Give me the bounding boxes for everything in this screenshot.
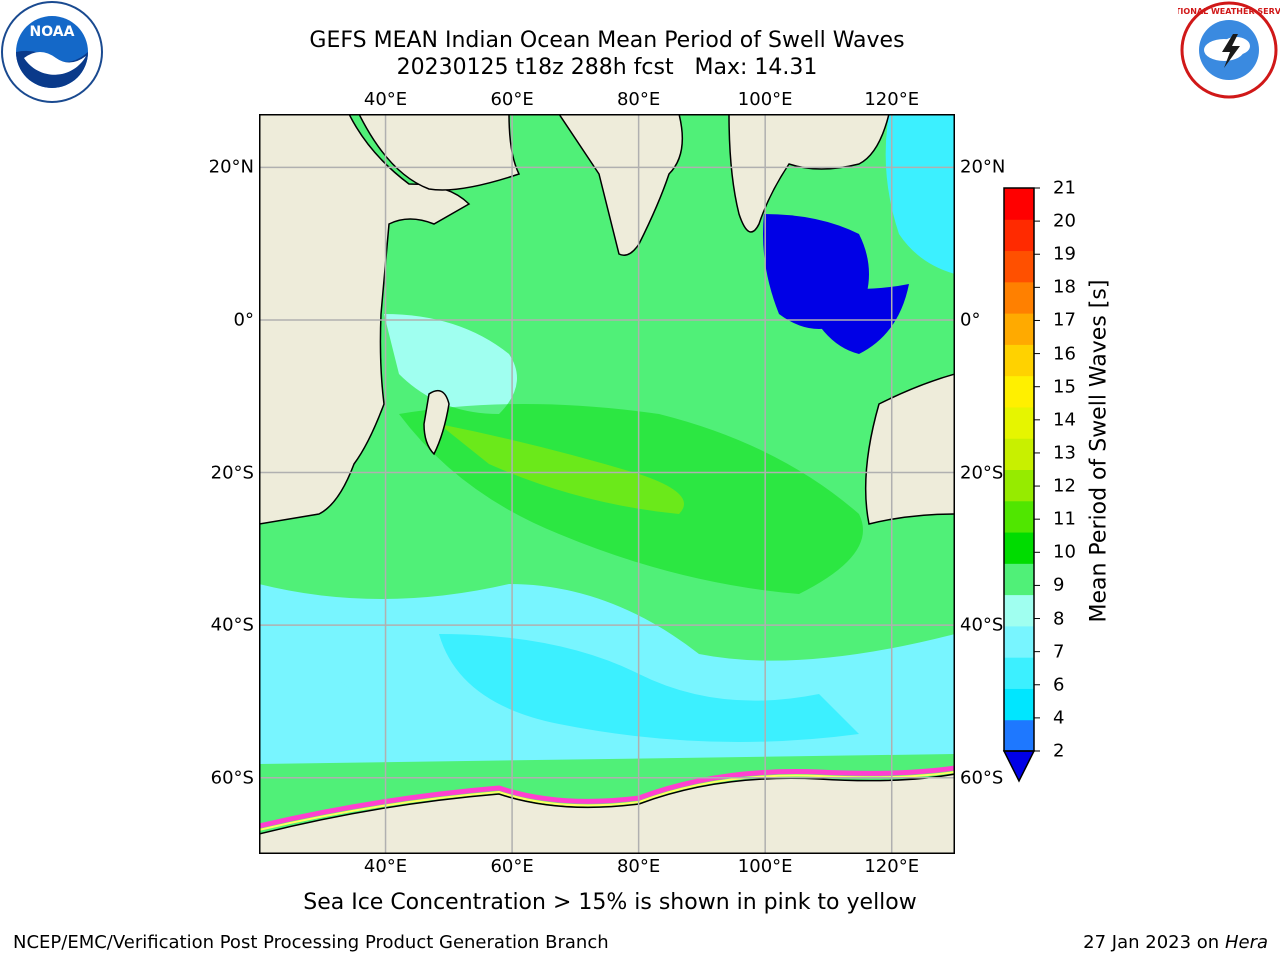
colorbar-label: 8 <box>1053 608 1065 630</box>
swell-cyan-pacific <box>885 115 954 274</box>
lat-tick-left: 60°S <box>210 767 254 789</box>
swell-blue-java <box>799 284 909 354</box>
colorbar-swatch <box>1004 438 1034 470</box>
land-madagascar <box>423 389 450 456</box>
colorbar-swatch <box>1004 532 1034 564</box>
lat-tick-right: 20°N <box>960 156 1006 178</box>
lon-tick-top: 60°E <box>490 89 534 110</box>
colorbar-label: 21 <box>1053 177 1076 199</box>
colorbar-label: 16 <box>1053 343 1076 365</box>
lat-tick-right: 40°S <box>960 614 1004 636</box>
colorbar-label: 20 <box>1053 210 1076 232</box>
swell-period-map <box>259 114 955 854</box>
map-title: GEFS MEAN Indian Ocean Mean Period of Sw… <box>309 28 905 53</box>
colorbar-label: 10 <box>1053 541 1076 563</box>
colorbar-label: 9 <box>1053 574 1065 596</box>
graticule <box>260 115 954 853</box>
footer-credit: NCEP/EMC/Verification Post Processing Pr… <box>13 932 609 953</box>
colorbar-swatch <box>1004 250 1034 283</box>
colorbar-swatch <box>1004 219 1034 252</box>
colorbar-swatch <box>1004 469 1034 502</box>
swell-band-cyan-west <box>260 634 379 728</box>
colorbar-label: 13 <box>1053 442 1076 464</box>
lon-tick-bottom: 120°E <box>864 856 920 877</box>
nws-logo-text: NATIONAL WEATHER SERVICE <box>1178 7 1280 16</box>
swell-band-cyan-dark <box>439 634 859 742</box>
lat-tick-right: 0° <box>960 309 981 331</box>
colorbar-label: 4 <box>1053 707 1065 729</box>
sea-ice-note: Sea Ice Concentration > 15% is shown in … <box>303 890 917 915</box>
land-se-asia <box>728 115 890 233</box>
colorbar-swatch <box>1004 594 1034 627</box>
map-subtitle: 20230125 t18z 288h fcst Max: 14.31 <box>396 55 818 80</box>
colorbar-swatch <box>1004 500 1034 533</box>
colorbar <box>1002 187 1040 783</box>
lon-tick-top: 40°E <box>363 89 408 110</box>
lon-tick-bottom: 80°E <box>616 856 661 877</box>
colorbar-swatch <box>1004 719 1034 752</box>
colorbar-label: 12 <box>1053 475 1076 497</box>
colorbar-swatch <box>1004 688 1034 721</box>
colorbar-label: 17 <box>1053 309 1076 331</box>
noaa-logo-text: NOAA <box>30 24 75 40</box>
colorbar-label: 11 <box>1053 508 1076 530</box>
swell-core-yellow <box>439 424 684 514</box>
nws-logo: NATIONAL WEATHER SERVICE <box>1178 1 1280 99</box>
swell-patch-light <box>384 314 517 414</box>
colorbar-extend-min <box>1002 750 1036 783</box>
lon-tick-bottom: 40°E <box>363 856 408 877</box>
colorbar-swatch <box>1004 313 1034 345</box>
footer-date: 27 Jan 2023 on Hera <box>1083 932 1268 953</box>
lon-tick-bottom: 100°E <box>737 856 793 877</box>
colorbar-swatch <box>1004 344 1034 377</box>
lon-tick-top: 100°E <box>737 89 793 110</box>
colorbar-title: Mean Period of Swell Waves [s] <box>1086 279 1112 623</box>
colorbar-swatch <box>1004 188 1034 220</box>
land-australia <box>864 373 954 525</box>
colorbar-label: 6 <box>1053 674 1065 696</box>
footer-system: Hera <box>1224 932 1268 953</box>
map-frame <box>259 114 955 854</box>
colorbar-swatch <box>1004 657 1034 689</box>
lat-tick-right: 60°S <box>960 767 1004 789</box>
footer-date-text: 27 Jan 2023 on <box>1083 932 1225 953</box>
colorbar-label: 19 <box>1053 243 1076 265</box>
lat-tick-left: 20°N <box>208 156 254 178</box>
colorbar-swatch <box>1004 563 1034 596</box>
colorbar-label: 15 <box>1053 376 1076 398</box>
lon-tick-top: 120°E <box>864 89 920 110</box>
lat-tick-left: 0° <box>233 309 254 331</box>
lat-tick-left: 20°S <box>210 462 254 484</box>
noaa-logo: NOAA <box>1 1 103 103</box>
lat-tick-right: 20°S <box>960 462 1004 484</box>
lon-tick-bottom: 60°E <box>490 856 534 877</box>
lon-tick-top: 80°E <box>616 89 661 110</box>
colorbar-frame <box>1003 187 1035 752</box>
colorbar-swatch <box>1004 375 1034 408</box>
colorbar-swatch <box>1004 406 1034 439</box>
colorbar-label: 7 <box>1053 641 1065 663</box>
colorbar-label: 2 <box>1053 740 1065 762</box>
colorbar-swatch <box>1004 625 1034 658</box>
colorbar-label: 18 <box>1053 276 1076 298</box>
colorbar-label: 14 <box>1053 409 1076 431</box>
land-india <box>558 115 684 256</box>
colorbar-swatch <box>1004 281 1034 314</box>
lat-tick-left: 40°S <box>210 614 254 636</box>
